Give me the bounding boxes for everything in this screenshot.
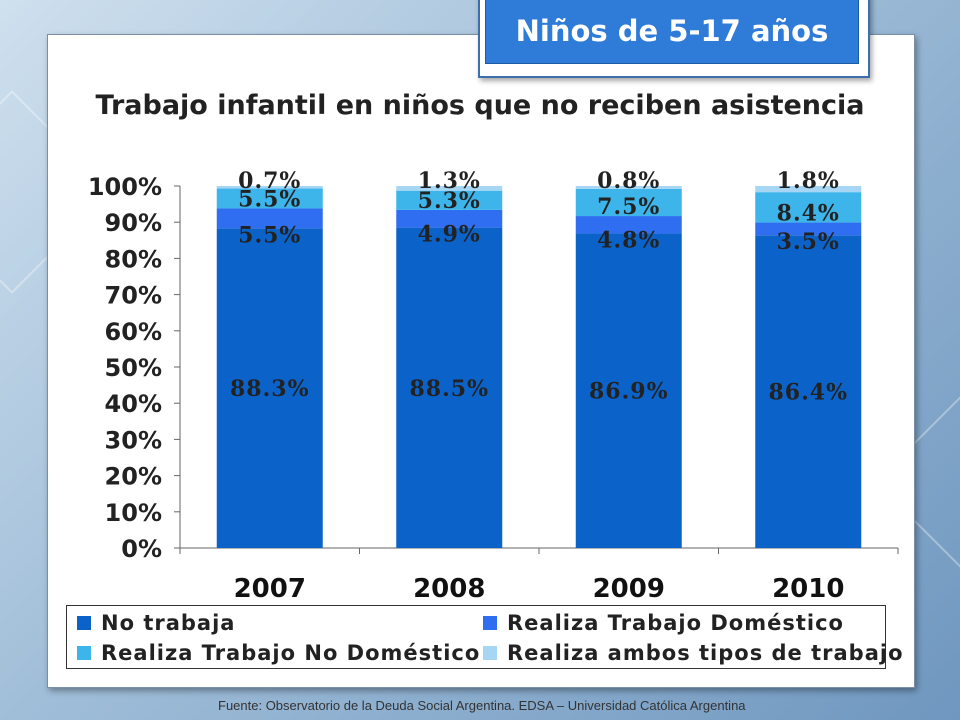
data-label: 5.3% [418,188,481,214]
legend-swatch [483,646,497,660]
bar-segment [575,216,682,234]
data-label: 1.3% [418,168,481,194]
bar-segment [396,227,503,548]
data-label: 7.5% [597,194,660,220]
legend-label: Realiza Trabajo Doméstico [507,611,844,635]
x-category-label: 2008 [413,574,485,604]
data-label: 8.4% [777,201,840,227]
bar-segment [216,186,323,189]
data-label: 88.5% [410,376,490,402]
chart-title: Trabajo infantil en niños que no reciben… [95,90,865,121]
legend-item: No trabaja [77,610,235,636]
legend-swatch [483,616,497,630]
legend-swatch [77,646,91,660]
data-label: 5.5% [238,222,301,248]
source-note: Fuente: Observatorio de la Deuda Social … [218,698,746,713]
y-tick-label: 90% [105,209,162,237]
bar-segment [396,186,503,191]
legend-label: No trabaja [101,611,236,635]
bar-segment [575,188,682,217]
data-label: 1.8% [777,168,840,194]
x-category-label: 2010 [772,574,844,604]
data-label: 3.5% [777,229,840,255]
y-tick-label: 30% [105,426,162,454]
y-tick-label: 80% [105,245,162,273]
y-tick-label: 0% [121,535,162,563]
data-label: 5.5% [238,186,301,212]
age-badge: Niños de 5-17 años [485,0,859,64]
y-tick-label: 70% [105,282,162,310]
bar-segment [216,208,323,229]
legend-item: Realiza ambos tipos de trabajo [483,640,904,666]
legend-item: Realiza Trabajo Doméstico [483,610,844,636]
bar-segment [755,222,862,236]
legend-label: Realiza ambos tipos de trabajo [507,641,904,665]
data-label: 0.7% [238,168,301,194]
data-label: 4.8% [597,227,660,253]
data-label: 88.3% [230,376,310,402]
bar-segment [755,186,862,193]
legend-swatch [77,616,91,630]
bar-segment [216,188,323,209]
chart-legend: No trabaja Realiza Trabajo Doméstico Rea… [66,605,903,669]
bar-segment [396,209,503,228]
y-tick-label: 20% [105,463,162,491]
bar-segment [216,228,323,548]
bar-segment [755,235,862,548]
x-category-label: 2007 [234,574,306,604]
data-label: 86.4% [769,380,849,406]
bar-segment [755,192,862,223]
y-tick-label: 60% [105,318,162,346]
y-tick-label: 100% [88,173,162,201]
legend-label: Realiza Trabajo No Doméstico [101,641,481,665]
legend-item: Realiza Trabajo No Doméstico [77,640,480,666]
bar-segment [575,186,682,189]
data-label: 4.9% [418,222,481,248]
y-tick-label: 50% [105,354,162,382]
bar-segment [575,233,682,548]
data-label: 0.8% [597,168,660,194]
x-category-label: 2009 [593,574,665,604]
data-label: 86.9% [589,379,669,405]
y-tick-label: 40% [105,390,162,418]
bar-segment [396,190,503,210]
y-tick-label: 10% [105,499,162,527]
